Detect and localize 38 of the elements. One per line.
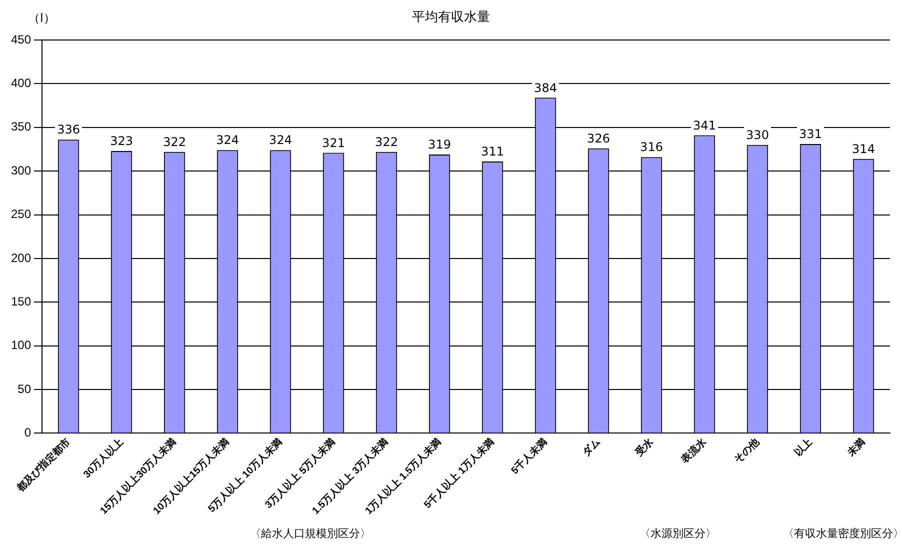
data-label: 324 — [269, 133, 292, 148]
x-tick-label: その他 — [732, 435, 762, 466]
x-tick-label: 5千人未満 — [508, 436, 550, 477]
data-label: 324 — [216, 133, 239, 148]
y-tick-label: 250 — [10, 207, 32, 222]
x-tick-label: 表流水 — [678, 435, 710, 466]
data-label: 319 — [428, 138, 451, 152]
data-label: 330 — [746, 128, 769, 142]
chart-title: 平均有収水量 — [412, 10, 490, 25]
y-tick-label: 100 — [10, 338, 32, 352]
data-label: 322 — [375, 134, 398, 149]
y-tick-label: 350 — [10, 120, 32, 134]
x-tick-label: 30万人以上 — [80, 436, 126, 481]
data-label: 321 — [322, 136, 345, 150]
data-label: 311 — [481, 144, 504, 159]
y-axis-title: （l） — [28, 10, 56, 27]
text: 〈水源別区分〉 — [638, 526, 718, 541]
data-label: 323 — [110, 134, 133, 148]
x-tick-label: 未満 — [844, 436, 868, 460]
data-label: 316 — [640, 140, 663, 154]
y-tick-label: 300 — [10, 163, 32, 178]
data-label: 322 — [163, 134, 186, 149]
data-label: 384 — [534, 80, 557, 95]
y-tick-label: 450 — [10, 32, 32, 46]
data-label: 336 — [57, 122, 80, 137]
x-tick-label: 受水 — [632, 435, 656, 460]
data-label: 331 — [799, 127, 822, 142]
y-tick-label: 200 — [10, 250, 32, 265]
y-tick-label: 150 — [10, 294, 32, 308]
y-tick-label: 400 — [10, 76, 32, 90]
text: 〈給水人口規模別区分〉 — [249, 526, 372, 541]
text: 〈有収水量密度別区分〉 — [783, 526, 902, 541]
data-label: 341 — [693, 118, 716, 132]
y-tick-label: 50 — [18, 382, 32, 396]
data-label: 314 — [852, 142, 875, 156]
data-label: 326 — [587, 131, 610, 146]
x-tick-label: ダム — [580, 436, 603, 459]
x-tick-label: 以上 — [792, 436, 815, 459]
